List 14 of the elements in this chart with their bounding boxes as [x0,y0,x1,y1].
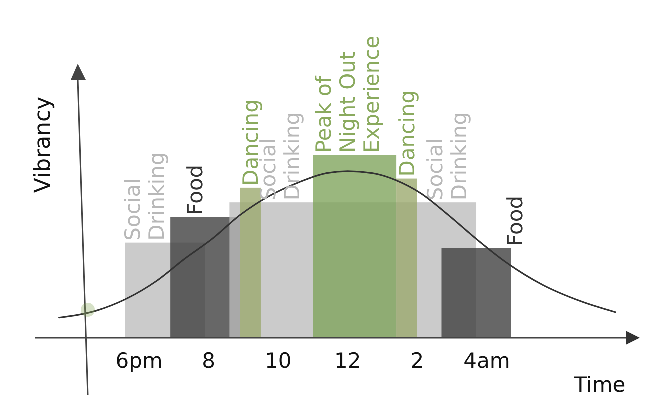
y-axis-title: Vibrancy [31,96,56,194]
x-tick-label: 6pm [116,349,163,373]
x-axis-title: Time [573,373,626,397]
annotation: Dancing [396,90,420,177]
x-tick-label: 4am [464,349,510,373]
annotation: Social Drinking [120,152,169,241]
x-tick-label: 2 [410,349,424,373]
x-tick-label: 10 [264,349,292,373]
annotation: Food [503,196,528,246]
annotation: Food [183,164,208,216]
annotation: Social Drinking [423,112,472,201]
x-tick-label: 8 [202,349,216,373]
x-tick-label: 12 [334,349,362,373]
annotation: Peak of Night Out Experience [312,36,384,153]
